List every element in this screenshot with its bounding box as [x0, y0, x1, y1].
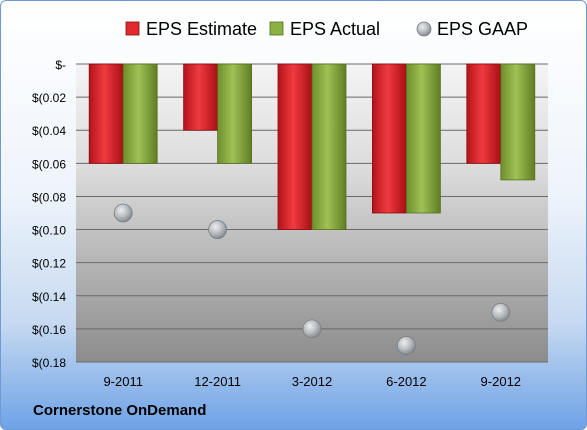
marker-eps-gaap [208, 220, 228, 239]
marker-eps-gaap [491, 302, 511, 322]
bar-eps-estimate [183, 63, 219, 131]
bar-eps-estimate [371, 63, 407, 214]
bar-eps-actual [405, 63, 441, 214]
y-tick-label: $(0.10 [32, 224, 66, 238]
y-tick-label: $(0.04 [32, 124, 66, 138]
legend-label: EPS Estimate [146, 19, 257, 39]
x-tick-label: 9-2012 [481, 374, 521, 389]
y-tick-label: $(0.02 [32, 91, 66, 105]
bar-eps-actual [500, 63, 536, 181]
y-tick-label: $(0.18 [32, 356, 66, 370]
y-tick-label: $- [55, 58, 66, 72]
bar-eps-actual [122, 63, 158, 164]
bar-eps-actual [217, 63, 253, 164]
bar-eps-estimate [466, 63, 502, 164]
bar-eps-estimate [88, 63, 124, 164]
x-tick-label: 3-2012 [292, 374, 332, 389]
x-tick-label: 12-2011 [194, 374, 241, 389]
marker-eps-gaap [302, 319, 322, 339]
legend-label: EPS Actual [290, 19, 380, 39]
x-tick-label: 9-2011 [103, 374, 143, 389]
y-tick-label: $(0.12 [32, 257, 66, 271]
legend-swatch [125, 21, 140, 36]
marker-eps-gaap [113, 203, 133, 223]
marker-eps-gaap [396, 336, 416, 355]
y-tick-label: $(0.06 [32, 157, 66, 171]
bar-eps-actual [311, 63, 347, 230]
y-tick-label: $(0.14 [32, 290, 66, 304]
y-tick-label: $(0.16 [32, 323, 66, 337]
company-name: Cornerstone OnDemand [33, 402, 207, 419]
y-tick-label: $(0.08 [32, 190, 66, 204]
legend-label: EPS GAAP [437, 19, 528, 39]
legend-swatch [269, 21, 284, 36]
bar-eps-estimate [277, 63, 313, 230]
legend-swatch [416, 21, 432, 37]
x-tick-label: 6-2012 [386, 374, 426, 389]
